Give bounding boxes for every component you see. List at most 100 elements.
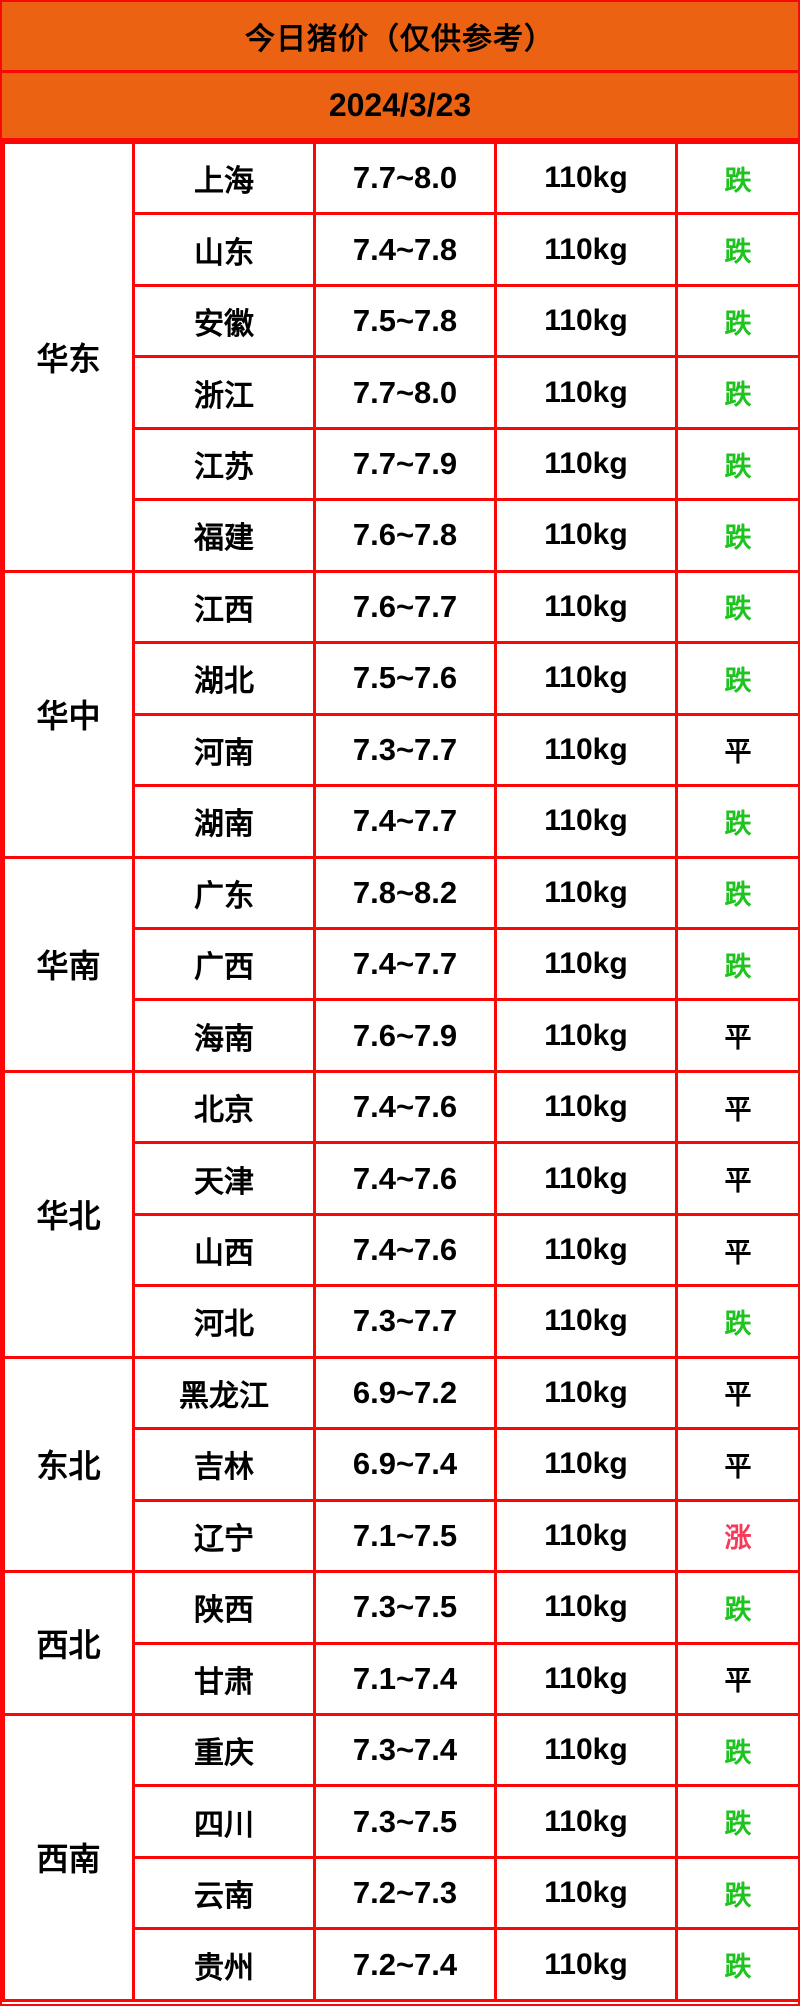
- price-cell: 7.4~7.6: [313, 1141, 497, 1216]
- weight-cell: 110kg: [494, 1855, 678, 1931]
- table-row: 云南 7.2~7.3 110kg 跌: [4, 1855, 798, 1931]
- price-cell: 7.4~7.6: [313, 1212, 497, 1288]
- weight-cell: 110kg: [494, 1212, 678, 1288]
- trend-cell: 跌: [675, 283, 798, 359]
- table-row: 华中 江西 7.6~7.7 110kg 跌: [2, 569, 798, 859]
- weight-cell: 110kg: [494, 784, 678, 859]
- weight-cell: 110kg: [494, 1141, 678, 1216]
- province-cell: 广东: [132, 855, 316, 930]
- price-cell: 7.4~7.8: [313, 212, 497, 287]
- province-cell: 贵州: [132, 1927, 316, 2002]
- table-row: 江苏 7.7~7.9 110kg 跌: [4, 426, 798, 502]
- weight-cell: 110kg: [494, 926, 678, 1002]
- province-cell: 江西: [132, 569, 316, 645]
- province-cell: 广西: [132, 926, 316, 1002]
- table-row: 山西 7.4~7.6 110kg 平: [4, 1212, 798, 1288]
- table-row: 辽宁 7.1~7.5 110kg 涨: [4, 1498, 798, 1574]
- trend-cell: 平: [675, 1141, 798, 1216]
- price-cell: 6.9~7.4: [313, 1427, 497, 1502]
- province-cell: 北京: [132, 1069, 316, 1145]
- table-row: 湖北 7.5~7.6 110kg 跌: [4, 641, 798, 716]
- trend-cell: 平: [675, 1355, 798, 1431]
- weight-cell: 110kg: [494, 140, 678, 216]
- province-cell: 山东: [132, 212, 316, 287]
- region-cell: 东北: [2, 1355, 135, 1574]
- province-cell: 湖南: [132, 784, 316, 859]
- table-row: 湖南 7.4~7.7 110kg 跌: [4, 784, 798, 859]
- trend-cell: 跌: [675, 1784, 798, 1859]
- weight-cell: 110kg: [494, 712, 678, 788]
- weight-cell: 110kg: [494, 1641, 678, 1716]
- price-cell: 7.7~7.9: [313, 426, 497, 502]
- table-row: 西北 陕西 7.3~7.5 110kg 跌: [2, 1570, 798, 1716]
- table-row: 华东 上海 7.7~8.0 110kg 跌: [2, 140, 798, 573]
- region-cell: 华东: [2, 141, 135, 573]
- table-row: 山东 7.4~7.8 110kg 跌: [4, 212, 798, 287]
- province-cell: 天津: [132, 1141, 316, 1216]
- price-cell: 7.3~7.7: [313, 712, 497, 788]
- price-cell: 7.5~7.8: [313, 283, 497, 359]
- region-cell: 华南: [2, 855, 135, 1073]
- weight-cell: 110kg: [494, 1784, 678, 1859]
- table-row: 河北 7.3~7.7 110kg 跌: [4, 1284, 798, 1359]
- date-bar: 2024/3/23: [2, 73, 798, 141]
- province-cell: 河北: [132, 1284, 316, 1359]
- trend-cell: 跌: [675, 855, 798, 930]
- table-row: 海南 7.6~7.9 110kg 平: [4, 998, 798, 1073]
- table-row: 贵州 7.2~7.4 110kg 跌: [4, 1927, 798, 2002]
- trend-cell: 平: [675, 1212, 798, 1288]
- province-cell: 上海: [132, 140, 316, 216]
- weight-cell: 110kg: [494, 855, 678, 930]
- weight-cell: 110kg: [494, 1570, 678, 1645]
- trend-cell: 跌: [675, 1284, 798, 1359]
- weight-cell: 110kg: [494, 1712, 678, 1788]
- table-row: 华南 广东 7.8~8.2 110kg 跌: [2, 855, 798, 1073]
- table-row: 西南 重庆 7.3~7.4 110kg 跌: [2, 1712, 798, 2003]
- weight-cell: 110kg: [494, 212, 678, 287]
- price-cell: 7.1~7.5: [313, 1498, 497, 1574]
- weight-cell: 110kg: [494, 498, 678, 573]
- weight-cell: 110kg: [494, 1427, 678, 1502]
- province-cell: 辽宁: [132, 1498, 316, 1574]
- province-cell: 河南: [132, 712, 316, 788]
- table-row: 安徽 7.5~7.8 110kg 跌: [4, 283, 798, 359]
- province-cell: 湖北: [132, 641, 316, 716]
- table-row: 吉林 6.9~7.4 110kg 平: [4, 1427, 798, 1502]
- price-cell: 7.6~7.9: [313, 998, 497, 1073]
- province-cell: 云南: [132, 1855, 316, 1931]
- province-cell: 甘肃: [132, 1641, 316, 1716]
- province-cell: 海南: [132, 998, 316, 1073]
- province-cell: 浙江: [132, 355, 316, 430]
- region-cell: 华中: [2, 569, 135, 859]
- trend-cell: 平: [675, 712, 798, 788]
- table-row: 东北 黑龙江 6.9~7.2 110kg 平: [2, 1355, 798, 1574]
- price-cell: 7.2~7.3: [313, 1855, 497, 1931]
- price-cell: 7.3~7.7: [313, 1284, 497, 1359]
- trend-cell: 平: [675, 1427, 798, 1502]
- trend-cell: 跌: [675, 355, 798, 430]
- price-cell: 7.7~8.0: [313, 355, 497, 430]
- trend-cell: 跌: [675, 140, 798, 216]
- trend-cell: 平: [675, 998, 798, 1073]
- table-row: 华北 北京 7.4~7.6 110kg 平: [2, 1069, 798, 1359]
- province-cell: 陕西: [132, 1570, 316, 1645]
- province-cell: 福建: [132, 498, 316, 573]
- province-cell: 江苏: [132, 426, 316, 502]
- trend-cell: 跌: [675, 569, 798, 645]
- trend-cell: 跌: [675, 926, 798, 1002]
- table-row: 天津 7.4~7.6 110kg 平: [4, 1141, 798, 1216]
- table-row: 甘肃 7.1~7.4 110kg 平: [4, 1641, 798, 1716]
- price-cell: 7.7~8.0: [313, 140, 497, 216]
- province-cell: 山西: [132, 1212, 316, 1288]
- trend-cell: 跌: [675, 641, 798, 716]
- region-cell: 西北: [2, 1570, 135, 1716]
- price-table: 华东 上海 7.7~8.0 110kg 跌山东 7.4~7.8 110kg 跌安徽 7.5~7.…: [2, 140, 798, 2003]
- price-cell: 7.4~7.6: [313, 1069, 497, 1145]
- trend-cell: 跌: [675, 426, 798, 502]
- weight-cell: 110kg: [494, 1284, 678, 1359]
- region-cell: 华北: [2, 1069, 135, 1359]
- province-cell: 重庆: [132, 1712, 316, 1788]
- trend-cell: 平: [675, 1069, 798, 1145]
- price-cell: 7.3~7.5: [313, 1570, 497, 1645]
- price-table-body: 华东 上海 7.7~8.0 110kg 跌山东 7.4~7.8 110kg 跌安徽 7.5~7.…: [2, 140, 798, 2003]
